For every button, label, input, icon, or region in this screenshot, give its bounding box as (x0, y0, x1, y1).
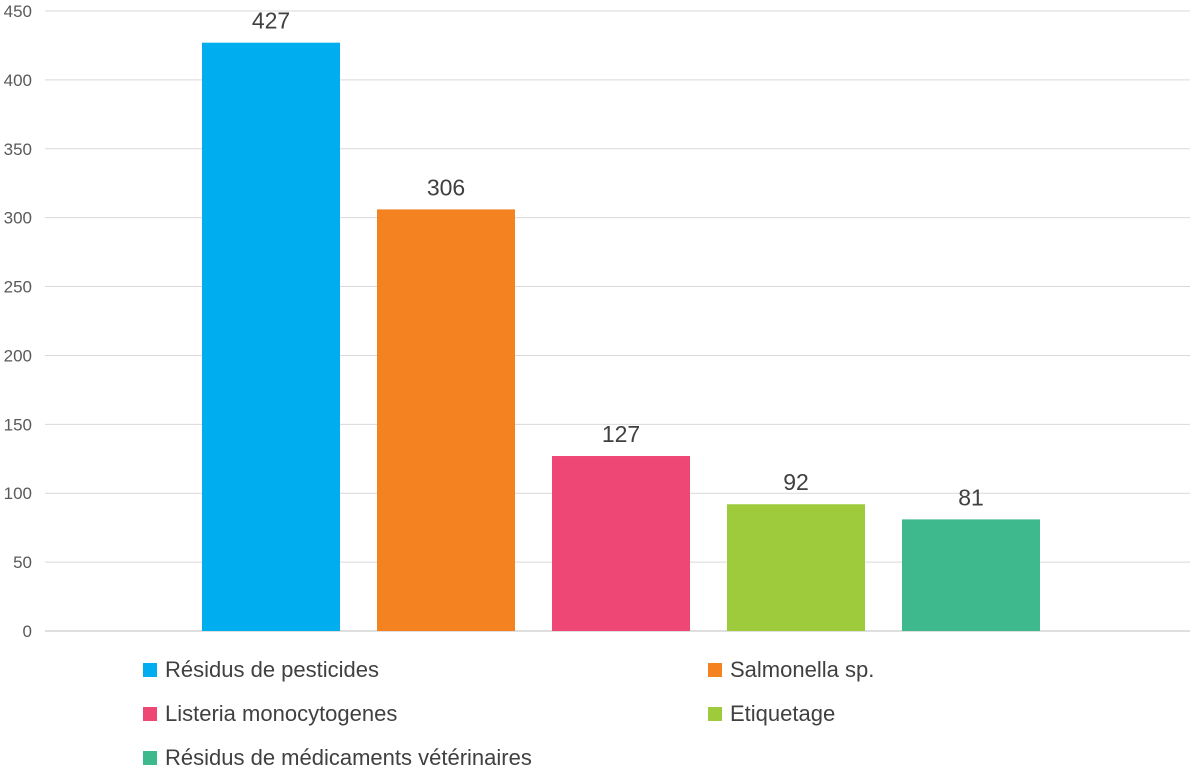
data-label: 127 (602, 421, 640, 447)
legend: Résidus de pesticides Salmonella sp. Liste… (0, 648, 1194, 778)
bar-2 (377, 209, 515, 631)
legend-item: Résidus de pesticides (143, 650, 379, 690)
legend-label: Salmonella sp. (730, 657, 875, 682)
data-label: 306 (427, 174, 465, 200)
legend-swatch (143, 663, 157, 677)
legend-label: Résidus de médicaments vétérinaires (165, 745, 532, 770)
y-tick-label: 250 (4, 278, 32, 297)
legend-item: Salmonella sp. (708, 650, 874, 690)
y-tick-label: 100 (4, 484, 32, 503)
bar-1 (202, 42, 340, 631)
y-tick-label: 200 (4, 346, 32, 365)
data-label: 92 (783, 469, 809, 495)
legend-label: Résidus de pesticides (165, 657, 380, 682)
y-tick-label: 150 (4, 415, 32, 434)
y-tick-label: 450 (4, 2, 32, 21)
y-axis: 0 50 100 150 200 250 300 350 400 450 (4, 2, 32, 641)
legend-item: Listeria monocytogenes (143, 694, 397, 734)
legend-item: Résidus de médicaments vétérinaires (143, 738, 532, 778)
legend-swatch (708, 663, 722, 677)
data-label: 427 (252, 8, 290, 34)
legend-swatch (143, 707, 157, 721)
y-tick-label: 400 (4, 71, 32, 90)
legend-label: Listeria monocytogenes (165, 701, 398, 726)
bar-4 (727, 504, 865, 631)
y-tick-label: 0 (23, 622, 32, 641)
bar-5 (902, 519, 1040, 631)
data-label: 81 (958, 484, 984, 510)
legend-swatch (708, 707, 722, 721)
bars (202, 42, 1040, 631)
bar-3 (552, 456, 690, 631)
legend-item: Etiquetage (708, 694, 835, 734)
legend-swatch (143, 751, 157, 765)
bar-chart: 0 50 100 150 200 250 300 350 400 450 427 306 127 92 8… (4, 2, 1190, 641)
data-labels: 427 306 127 92 81 (252, 8, 984, 511)
y-tick-label: 350 (4, 140, 32, 159)
legend-label: Etiquetage (730, 701, 836, 726)
y-tick-label: 300 (4, 209, 32, 228)
y-tick-label: 50 (13, 553, 32, 572)
